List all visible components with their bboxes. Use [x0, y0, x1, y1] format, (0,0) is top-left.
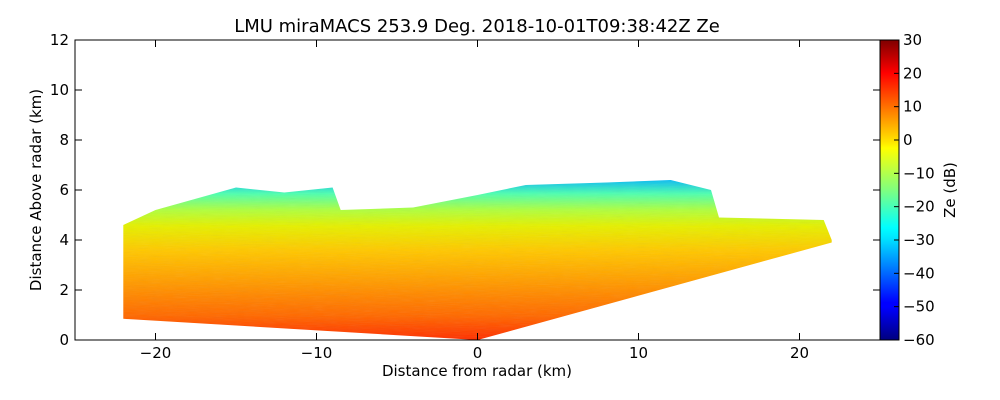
x-tick-label: −10: [301, 344, 333, 362]
y-tick-label: 10: [50, 81, 69, 99]
colorbar-tick-label: −60: [903, 331, 935, 349]
reflectivity-field: [123, 180, 832, 340]
colorbar-tick-label: −50: [903, 298, 935, 316]
x-tick-label: 0: [473, 344, 483, 362]
x-tick-label: −20: [140, 344, 172, 362]
colorbar-tick-label: 30: [903, 31, 922, 49]
colorbar-ticks: 30 20 10 0 −10 −20 −30 −40 −50 −60: [894, 31, 935, 349]
x-tick-label: 10: [629, 344, 648, 362]
y-axis-label: Distance Above radar (km): [27, 89, 45, 291]
colorbar-tick-label: −40: [903, 264, 935, 282]
x-axis-ticks: −20 −10 0 10 20: [140, 40, 809, 362]
y-tick-label: 6: [59, 181, 69, 199]
colorbar-scale: [879, 39, 900, 341]
colorbar-tick-label: −30: [903, 231, 935, 249]
colorbar-tick-label: 20: [903, 64, 922, 82]
colorbar: 30 20 10 0 −10 −20 −30 −40 −50 −60 Ze (dB): [879, 31, 959, 349]
colorbar-tick-label: 0: [903, 131, 913, 149]
echo-texture: [123, 180, 832, 340]
y-tick-label: 12: [50, 31, 69, 49]
plot-area: −20 −10 0 10 20 0 2 4 6 8 10 12: [50, 31, 881, 362]
colorbar-label: Ze (dB): [941, 162, 959, 218]
x-tick-label: 20: [790, 344, 809, 362]
colorbar-tick-label: 10: [903, 98, 922, 116]
y-tick-label: 8: [59, 131, 69, 149]
colorbar-tick-label: −10: [903, 164, 935, 182]
y-tick-label: 4: [59, 231, 69, 249]
y-axis-ticks: 0 2 4 6 8 10 12: [50, 31, 880, 349]
chart-title: LMU miraMACS 253.9 Deg. 2018-10-01T09:38…: [234, 16, 720, 37]
x-axis-label: Distance from radar (km): [382, 362, 572, 380]
y-tick-label: 0: [59, 331, 69, 349]
colorbar-tick-label: −20: [903, 198, 935, 216]
y-tick-label: 2: [59, 281, 69, 299]
echo-layer: [123, 180, 832, 340]
